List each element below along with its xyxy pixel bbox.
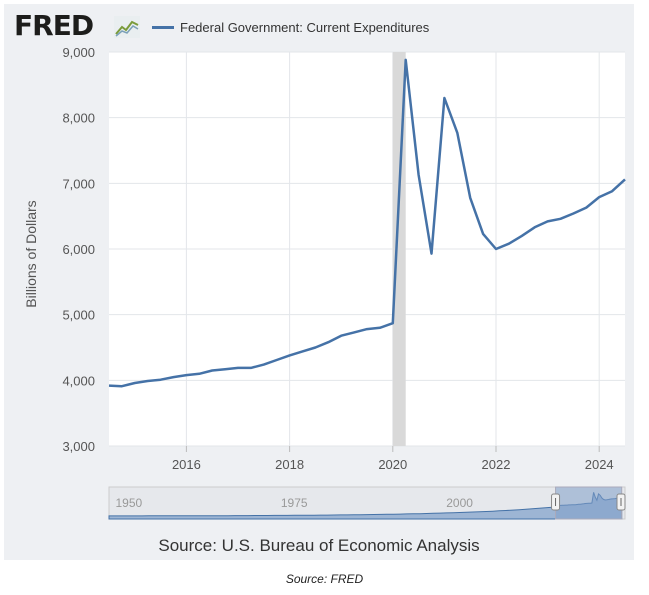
y-tick-label: 3,000 xyxy=(62,439,95,454)
y-tick-label: 8,000 xyxy=(62,111,95,126)
navigator-selection xyxy=(555,486,623,520)
navigator-handles xyxy=(551,493,626,511)
x-tick-label: 2024 xyxy=(585,457,614,472)
chart-svg[interactable]: 3,000 4,000 5,000 6,000 7,000 8,000 9,000 2016… xyxy=(4,4,634,534)
x-tick-label: 2020 xyxy=(378,457,407,472)
source-note: Source: U.S. Bureau of Economic Analysis xyxy=(158,536,480,555)
series-line-layer xyxy=(108,58,626,388)
y-tick-label: 5,000 xyxy=(62,308,95,323)
y-tick-label: 4,000 xyxy=(62,373,95,388)
x-axis-tick-labels: 2016 2018 2020 2022 2024 xyxy=(172,446,614,472)
navigator-tick-label: 1975 xyxy=(281,496,308,510)
figure-caption: Source: FRED xyxy=(285,572,364,586)
navigator-tick-label: 2000 xyxy=(446,496,473,510)
legend-label: Federal Government: Current Expenditures xyxy=(180,20,430,35)
x-tick-label: 2022 xyxy=(482,457,511,472)
x-tick-label: 2016 xyxy=(172,457,201,472)
y-axis-tick-labels: 3,000 4,000 5,000 6,000 7,000 8,000 9,000 xyxy=(62,45,95,454)
fred-logo-chart-icon xyxy=(114,16,140,38)
y-tick-label: 7,000 xyxy=(62,176,95,191)
y-tick-label: 9,000 xyxy=(62,45,95,60)
chart-legend[interactable]: Federal Government: Current Expenditures xyxy=(152,20,429,35)
y-axis-label: Billions of Dollars xyxy=(23,200,39,307)
range-navigator[interactable]: 1950 1975 2000 xyxy=(108,486,626,520)
y-tick-label: 6,000 xyxy=(62,242,95,257)
navigator-tick-label: 1950 xyxy=(115,496,142,510)
fred-logo[interactable]: FRED xyxy=(14,9,94,42)
x-tick-label: 2018 xyxy=(275,457,304,472)
legend-swatch xyxy=(152,26,174,29)
grid-lines xyxy=(109,51,625,447)
navigator-tick-labels: 1950 1975 2000 xyxy=(115,496,473,510)
chart-frame: FRED Federal Government: Current Expendi… xyxy=(4,4,634,560)
